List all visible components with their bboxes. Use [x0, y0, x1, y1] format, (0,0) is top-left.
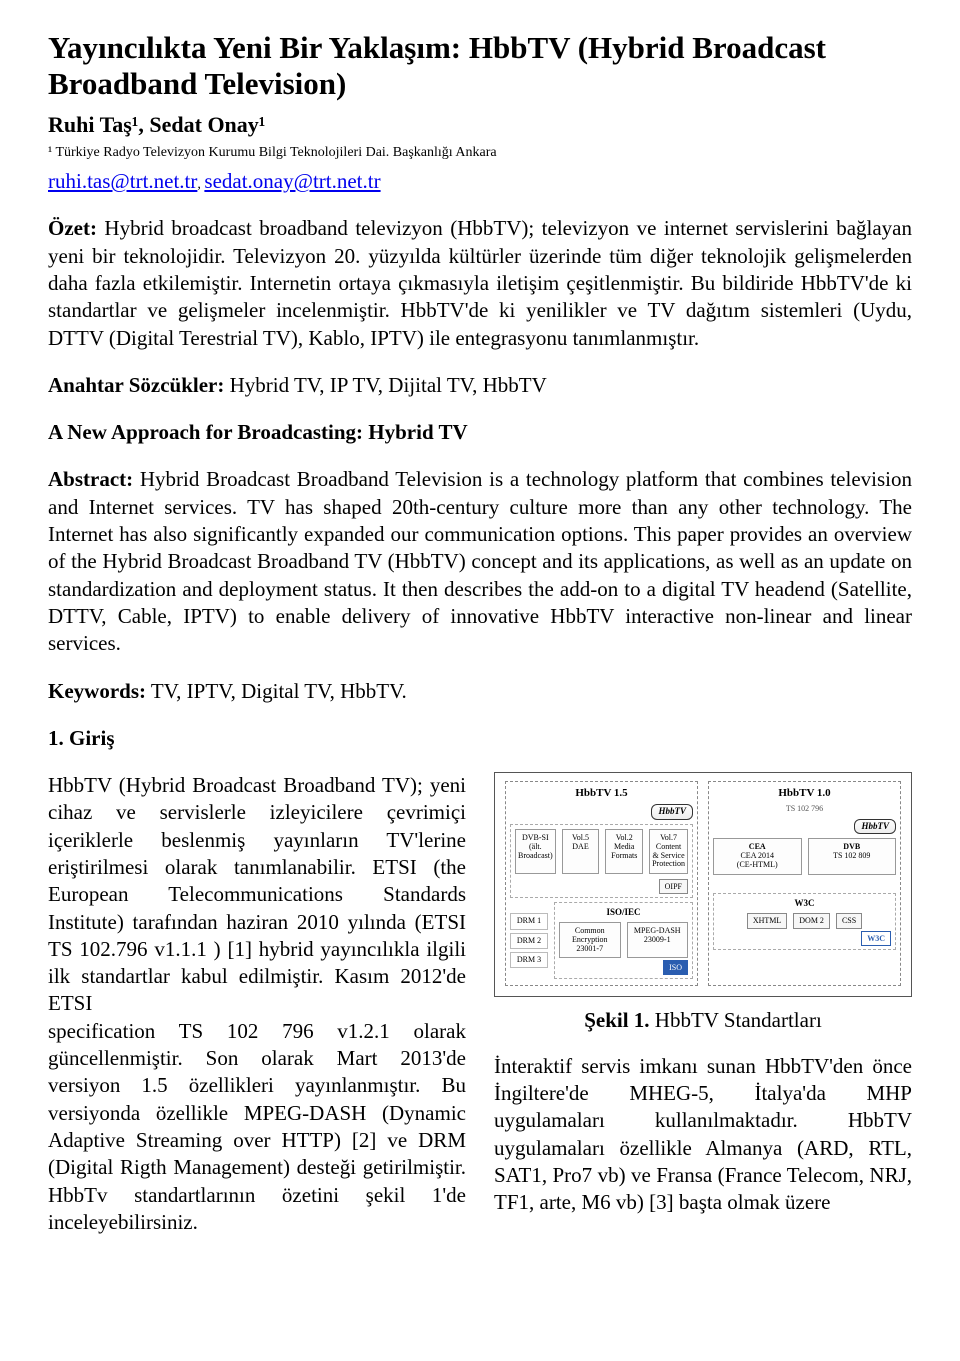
- w3c-title: W3C: [718, 898, 891, 910]
- left-column: HbbTV (Hybrid Broadcast Broadband TV); y…: [48, 772, 466, 1236]
- spec-box: Vol.5DAE: [562, 829, 600, 874]
- paper-title: Yayıncılıkta Yeni Bir Yaklaşım: HbbTV (H…: [48, 30, 912, 101]
- spec-box: DVB-SI(ält. Broadcast): [515, 829, 556, 874]
- drm-label: DRM 2: [510, 933, 548, 949]
- figure-1-caption: Şekil 1. HbbTV Standartları: [494, 1007, 912, 1034]
- email-link-2[interactable]: sedat.onay@trt.net.tr: [204, 169, 380, 193]
- section-1-body: HbbTV (Hybrid Broadcast Broadband TV); y…: [48, 772, 466, 1236]
- anahtar-paragraph: Anahtar Sözcükler: Hybrid TV, IP TV, Dij…: [48, 372, 912, 399]
- spec-box: Vol.7Content & Service Protection: [649, 829, 688, 874]
- hbbtv-logo-icon: HbbTV: [651, 804, 693, 820]
- abstract-label: Abstract:: [48, 467, 133, 491]
- fig-col1-title: HbbTV 1.5: [510, 786, 693, 800]
- abstract-paragraph: Abstract: Hybrid Broadcast Broadband Tel…: [48, 466, 912, 657]
- fig-col2-title: HbbTV 1.0: [713, 786, 896, 800]
- keywords-paragraph: Keywords: TV, IPTV, Digital TV, HbbTV.: [48, 678, 912, 705]
- caption-label: Şekil 1.: [584, 1008, 649, 1032]
- fig-col2-subtitle: TS 102 796: [713, 804, 896, 814]
- spec-box: DVBTS 102 809: [808, 838, 897, 874]
- drm-label: DRM 1: [510, 913, 548, 929]
- keywords-label: Keywords:: [48, 679, 146, 703]
- right-column-paragraph: İnteraktif servis imkanı sunan HbbTV'den…: [494, 1053, 912, 1217]
- figure-1: HbbTV 1.5 HbbTV DVB-SI(ält. Broadcast) V…: [494, 772, 912, 997]
- oipf-badge: OIPF: [659, 879, 688, 894]
- w3c-badge-icon: W3C: [861, 931, 891, 946]
- keywords-text: TV, IPTV, Digital TV, HbbTV.: [146, 679, 407, 703]
- email-link-1[interactable]: ruhi.tas@trt.net.tr: [48, 169, 197, 193]
- drm-label: DRM 3: [510, 952, 548, 968]
- w3c-spec-badge: DOM 2: [793, 913, 830, 929]
- abstract-text: Hybrid Broadcast Broadband Television is…: [48, 467, 912, 655]
- spec-box: CommonEncryption23001-7: [559, 922, 621, 958]
- figure-col-hbbtv10: HbbTV 1.0 TS 102 796 HbbTV CEACEA 2014(C…: [708, 781, 901, 986]
- hbbtv-logo-icon: HbbTV: [854, 819, 896, 835]
- spec-box: Vol.2Media Formats: [605, 829, 643, 874]
- figure-col-hbbtv15: HbbTV 1.5 HbbTV DVB-SI(ält. Broadcast) V…: [505, 781, 698, 986]
- isoiec-title: ISO/IEC: [559, 907, 688, 919]
- emails-line: ruhi.tas@trt.net.tr, sedat.onay@trt.net.…: [48, 168, 912, 195]
- w3c-spec-badge: CSS: [836, 913, 862, 929]
- two-column-region: HbbTV (Hybrid Broadcast Broadband TV); y…: [48, 772, 912, 1236]
- w3c-spec-badge: XHTML: [747, 913, 787, 929]
- ozet-paragraph: Özet: Hybrid broadcast broadband televiz…: [48, 215, 912, 351]
- authors-line: Ruhi Taş¹, Sedat Onay¹: [48, 111, 912, 140]
- section-1-heading: 1. Giriş: [48, 725, 912, 752]
- right-column: HbbTV 1.5 HbbTV DVB-SI(ält. Broadcast) V…: [494, 772, 912, 1216]
- affiliation: ¹ Türkiye Radyo Televizyon Kurumu Bilgi …: [48, 144, 912, 162]
- anahtar-label: Anahtar Sözcükler:: [48, 373, 224, 397]
- anahtar-text: Hybrid TV, IP TV, Dijital TV, HbbTV: [224, 373, 546, 397]
- ozet-label: Özet:: [48, 216, 97, 240]
- english-section-title: A New Approach for Broadcasting: Hybrid …: [48, 419, 912, 446]
- spec-box: MPEG-DASH23009-1: [627, 922, 689, 958]
- caption-text: HbbTV Standartları: [650, 1008, 822, 1032]
- iso-badge-icon: ISO: [663, 960, 688, 975]
- ozet-text: Hybrid broadcast broadband televizyon (H…: [48, 216, 912, 349]
- spec-box: CEACEA 2014(CE-HTML): [713, 838, 802, 874]
